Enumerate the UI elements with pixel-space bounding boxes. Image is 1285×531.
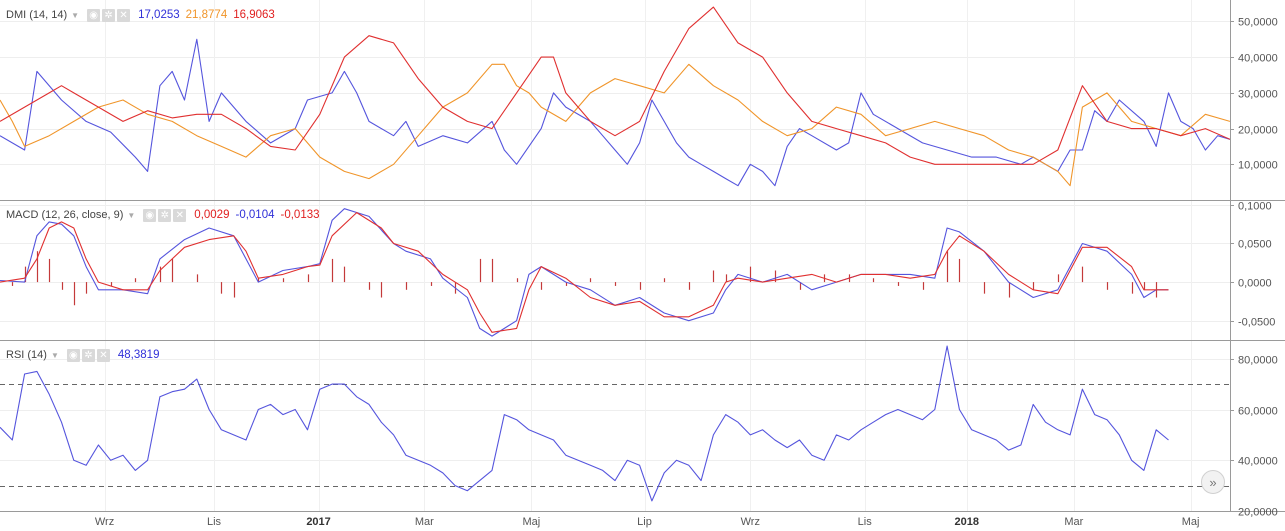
dmi-legend: DMI (14, 14) ▼ ◉ ✲ ✕ 17,0253 21,8774 16,… xyxy=(6,7,275,23)
y-tick-label: 60,0000 xyxy=(1238,406,1278,418)
macd-series-line xyxy=(0,212,1169,333)
scroll-to-realtime-button[interactable]: » xyxy=(1201,470,1225,494)
y-tick-label: 0,0500 xyxy=(1238,239,1272,251)
double-chevron-right-icon: » xyxy=(1209,475,1217,490)
x-tick-label: 2017 xyxy=(306,516,330,528)
eye-icon[interactable]: ◉ xyxy=(66,348,80,362)
rsi-plot xyxy=(0,345,1230,502)
macd-legend: MACD (12, 26, close, 9) ▼ ◉ ✲ ✕ 0,0029 -… xyxy=(6,207,320,223)
indicator-value: 17,0253 xyxy=(138,9,180,21)
rsi-legend: RSI (14) ▼ ◉ ✲ ✕ 48,3819 xyxy=(6,347,159,363)
gear-icon[interactable]: ✲ xyxy=(158,208,172,222)
indicator-value: -0,0133 xyxy=(280,209,320,221)
x-tick-label: 2018 xyxy=(955,516,979,528)
indicator-title[interactable]: MACD (12, 26, close, 9) xyxy=(6,209,124,221)
y-tick-label: 0,0000 xyxy=(1238,278,1272,290)
x-tick-label: Mar xyxy=(415,516,434,528)
gear-icon[interactable]: ✲ xyxy=(81,348,95,362)
x-tick-label: Wrz xyxy=(95,516,114,528)
y-tick-label: 20,0000 xyxy=(1238,125,1278,137)
indicator-value: 48,3819 xyxy=(117,349,160,361)
y-tick-label: 10,0000 xyxy=(1238,160,1278,172)
indicator-value: 21,8774 xyxy=(185,9,228,21)
x-tick-label: Mar xyxy=(1064,516,1083,528)
x-tick-label: Lip xyxy=(637,516,652,528)
y-tick-label: 40,0000 xyxy=(1238,53,1278,65)
close-icon[interactable]: ✕ xyxy=(173,208,187,222)
rsi-series-line xyxy=(0,345,1169,502)
dmi-series-line xyxy=(0,38,1230,187)
macd-series-line xyxy=(0,208,1169,337)
y-tick-label: -0,0500 xyxy=(1238,317,1275,329)
eye-icon[interactable]: ◉ xyxy=(87,8,101,22)
x-tick-label: Maj xyxy=(522,516,540,528)
caret-down-icon[interactable]: ▼ xyxy=(50,350,59,360)
x-tick-label: Maj xyxy=(1182,516,1200,528)
frame-layer xyxy=(0,0,1285,512)
x-tick-label: Lis xyxy=(858,516,873,528)
macd-plot xyxy=(0,208,1169,337)
y-tick-label: 50,0000 xyxy=(1238,17,1278,29)
x-tick-label: Lis xyxy=(207,516,222,528)
y-tick-label: 30,0000 xyxy=(1238,89,1278,101)
dmi-series-line xyxy=(0,63,1230,187)
eye-icon[interactable]: ◉ xyxy=(143,208,157,222)
indicator-value: 16,9063 xyxy=(233,9,275,21)
axis-layer: 10,0000 20,0000 30,0000 40,0000 50,0000 -0,05… xyxy=(95,17,1278,529)
dmi-series-line xyxy=(0,6,1230,165)
y-tick-label: 20,0000 xyxy=(1238,507,1278,519)
gear-icon[interactable]: ✲ xyxy=(102,8,116,22)
y-tick-label: 0,1000 xyxy=(1238,201,1272,213)
plot-layer xyxy=(0,6,1230,502)
dmi-plot xyxy=(0,6,1230,187)
x-tick-label: Wrz xyxy=(741,516,760,528)
close-icon[interactable]: ✕ xyxy=(117,8,131,22)
indicator-title[interactable]: DMI (14, 14) xyxy=(6,9,68,21)
indicator-value: -0,0104 xyxy=(235,209,275,221)
close-icon[interactable]: ✕ xyxy=(96,348,110,362)
indicator-title[interactable]: RSI (14) xyxy=(6,349,47,361)
caret-down-icon[interactable]: ▼ xyxy=(127,210,136,220)
y-tick-label: 80,0000 xyxy=(1238,355,1278,367)
y-tick-label: 40,0000 xyxy=(1238,456,1278,468)
caret-down-icon[interactable]: ▼ xyxy=(71,10,80,20)
indicator-value: 0,0029 xyxy=(194,209,230,221)
